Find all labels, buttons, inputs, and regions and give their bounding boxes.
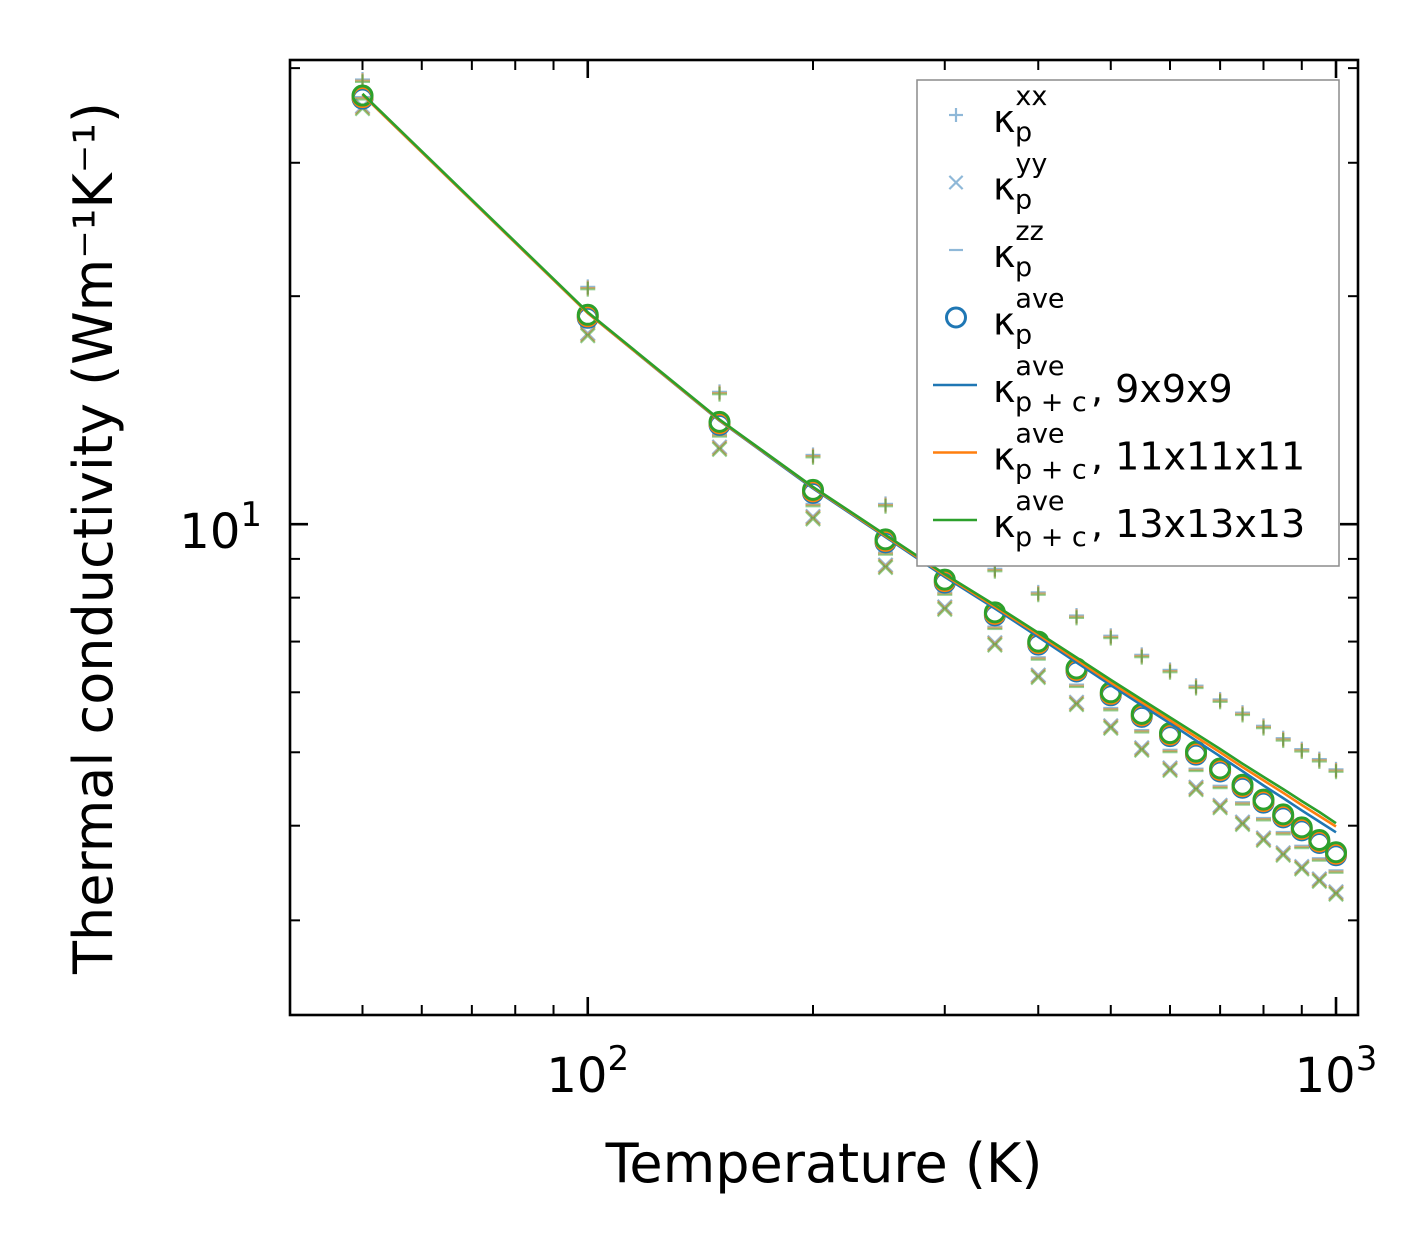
plot-area: [351, 71, 1348, 903]
legend-entry: κave p + c, 11x11x11: [933, 419, 1305, 486]
series-line-kpc_ave_13x13x13: [361, 92, 1337, 825]
legend-label: κave p + c, 9x9x9: [993, 351, 1233, 418]
data-point-kp_xx: [1256, 720, 1272, 736]
data-point-kp_xx: [1212, 694, 1228, 710]
y-tick-label: 101: [179, 495, 262, 560]
legend-entry: κyy p: [948, 149, 1047, 216]
x-tick-label: 103: [1295, 1039, 1378, 1104]
data-point-kp_yy: [805, 511, 821, 527]
series-kp_xx: [355, 74, 1344, 780]
data-point-kp_yy: [1311, 873, 1328, 890]
data-point-kp_xx: [580, 281, 596, 297]
legend-marker-plus: [949, 108, 963, 122]
data-point-kp_yy: [711, 441, 728, 458]
data-point-kp_xx: [1328, 764, 1344, 780]
data-point-kp-ave: [1209, 757, 1232, 780]
legend-entry: κzz p: [949, 216, 1044, 283]
data-point-kp_xx: [1235, 707, 1251, 723]
legend-entry: κave p + c, 9x9x9: [933, 351, 1233, 418]
data-point-kp-ave: [1325, 841, 1348, 864]
data-point-kp_yy: [986, 637, 1003, 654]
data-point-kp_xx: [1294, 744, 1310, 760]
data-point-kp_yy: [1255, 832, 1272, 849]
data-point-kp_xx: [1030, 587, 1046, 603]
data-point-kp_yy: [1162, 762, 1178, 779]
data-point-kp_yy: [1328, 886, 1344, 903]
legend-entry: κave p + c, 13x13x13: [933, 486, 1305, 553]
x-tick-label: 102: [546, 1039, 629, 1104]
legend-label: κxx p: [993, 81, 1047, 148]
axes-frame: [288, 58, 1360, 1017]
data-point-kp_xx: [1188, 680, 1204, 696]
data-point-kp-ave: [1231, 773, 1254, 796]
data-point-kp_yy: [1102, 720, 1119, 737]
data-point-kp_yy: [877, 559, 894, 576]
data-point-kp_yy: [1030, 669, 1047, 686]
data-point-kp-ave: [802, 478, 825, 501]
data-point-kp_yy: [1133, 742, 1150, 759]
data-point-kp-ave: [1272, 803, 1295, 826]
y-axis-label: Thermal conductivity (Wm⁻¹K⁻¹): [62, 102, 125, 975]
legend-label: κave p + c, 13x13x13: [993, 486, 1305, 553]
legend-label: κave p: [993, 284, 1065, 351]
legend-frame: [916, 79, 1340, 567]
data-point-kp-ave: [708, 410, 731, 433]
legend-marker-x: [948, 175, 964, 190]
series-kp_yy: [354, 100, 1344, 903]
data-point-kp-ave: [1252, 788, 1275, 811]
data-point-kp_yy: [1068, 696, 1085, 713]
data-point-kp_yy: [579, 327, 596, 344]
data-point-kp-ave: [874, 528, 897, 551]
data-point-kp_yy: [1234, 816, 1251, 833]
x-axis-label: Temperature (K): [605, 1132, 1043, 1195]
legend-entry: κxx p: [949, 81, 1047, 148]
data-point-kp-ave: [351, 84, 374, 107]
data-point-kp-ave: [576, 303, 599, 326]
data-point-kp_yy: [1293, 861, 1310, 877]
data-point-kp_xx: [712, 386, 728, 402]
legend-marker-circle: [945, 306, 967, 329]
data-point-kp_xx: [1134, 649, 1150, 665]
legend-entry: κave p: [945, 284, 1065, 351]
legend-label: κave p + c, 11x11x11: [993, 419, 1305, 486]
data-point-kp_yy: [936, 601, 953, 618]
legend-label: κzz p: [993, 216, 1044, 283]
data-point-kp_yy: [1212, 799, 1229, 816]
data-point-kp-ave: [1308, 828, 1331, 851]
tick-labels: 102 103 101: [179, 495, 1377, 1104]
data-point-kp_xx: [1069, 610, 1085, 626]
data-point-kp_xx: [1275, 733, 1291, 749]
series-kp-ave: [351, 84, 1348, 864]
data-point-kp_yy: [1275, 847, 1292, 864]
data-point-kp_xx: [805, 449, 821, 465]
data-point-kp_xx: [1162, 664, 1178, 680]
legend-label: κyy p: [993, 149, 1047, 216]
data-point-kp_xx: [878, 498, 894, 514]
data-point-kp_yy: [1188, 781, 1204, 798]
axis-ticks: [289, 60, 1358, 1015]
data-point-kp_xx: [1103, 630, 1119, 646]
data-point-kp_xx: [1311, 753, 1327, 769]
data-point-kp-ave: [1290, 816, 1313, 839]
